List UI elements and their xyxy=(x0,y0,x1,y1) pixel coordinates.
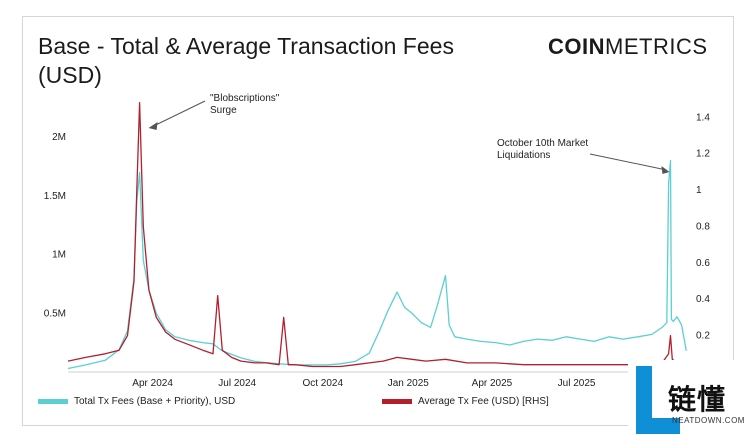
y-left-tick-label: 2M xyxy=(52,132,66,143)
watermark-badge: 链懂 NEATDOWN.COM xyxy=(628,360,746,438)
annotation-text: Surge xyxy=(210,105,237,116)
logo-bold-text: COIN xyxy=(548,34,605,59)
legend-item-avg-fee: Average Tx Fee (USD) [RHS] xyxy=(382,396,549,407)
y-right-tick-label: 0.2 xyxy=(696,331,710,342)
watermark-cn-text: 链懂 xyxy=(668,383,727,416)
legend-label-avg-fee: Average Tx Fee (USD) [RHS] xyxy=(418,396,549,407)
chart-frame xyxy=(22,16,734,426)
series-group xyxy=(67,102,687,370)
l-logo-icon xyxy=(636,366,680,434)
chart-title: Base - Total & Average Transaction Fees … xyxy=(38,33,454,88)
y-right-tick-label: 1.2 xyxy=(696,149,710,160)
legend-swatch-total-fees xyxy=(38,399,68,404)
x-tick-label: Jul 2025 xyxy=(558,378,596,389)
legend-item-total-fees: Total Tx Fees (Base + Priority), USD xyxy=(38,396,235,407)
y-right-tick-label: 1 xyxy=(696,185,702,196)
y-left-tick-label: 0.5M xyxy=(44,308,66,319)
y-left-tick-label: 1M xyxy=(52,250,66,261)
series-line-total-fees xyxy=(67,159,687,370)
axes-group: 0.5M 1M 1.5M 2M 0.2 0.4 0.6 0.8 1 1.2 1.4 Apr 2024 J… xyxy=(44,112,711,389)
y-right-tick-label: 0.8 xyxy=(696,221,710,232)
y-right-tick-label: 1.4 xyxy=(696,112,710,123)
annotation-arrow-line xyxy=(589,153,667,171)
annotation-text: October 10th Market xyxy=(497,138,588,149)
annotation-arrowhead xyxy=(148,122,158,130)
x-tick-label: Oct 2024 xyxy=(302,378,343,389)
annotation-arrow-highlight xyxy=(154,102,206,129)
annotation-arrow-line xyxy=(153,100,206,127)
watermark-site-text: NEATDOWN.COM xyxy=(672,416,745,425)
annotation-text: "Blobscriptions" xyxy=(210,93,280,104)
legend-label-total-fees: Total Tx Fees (Base + Priority), USD xyxy=(74,396,236,407)
logo-light-text: METRICS xyxy=(605,34,708,59)
annotation-arrow-highlight xyxy=(589,155,667,173)
y-left-tick-label: 1.5M xyxy=(44,191,66,202)
annotations-group: "Blobscriptions"Surge October 10th Market… xyxy=(148,93,670,174)
annotation-text: Liquidations xyxy=(497,150,550,161)
coinmetrics-logo: COINMETRICS xyxy=(548,34,708,60)
x-tick-label: Apr 2025 xyxy=(472,378,513,389)
y-right-tick-label: 0.6 xyxy=(696,258,710,269)
x-tick-label: Jan 2025 xyxy=(388,378,430,389)
x-tick-label: Apr 2024 xyxy=(132,378,173,389)
y-right-tick-label: 0.4 xyxy=(696,294,710,305)
series-line-avg-fee xyxy=(67,102,687,368)
annotation-arrowhead xyxy=(661,166,670,174)
x-tick-label: Jul 2024 xyxy=(218,378,256,389)
legend-swatch-avg-fee xyxy=(382,399,412,404)
